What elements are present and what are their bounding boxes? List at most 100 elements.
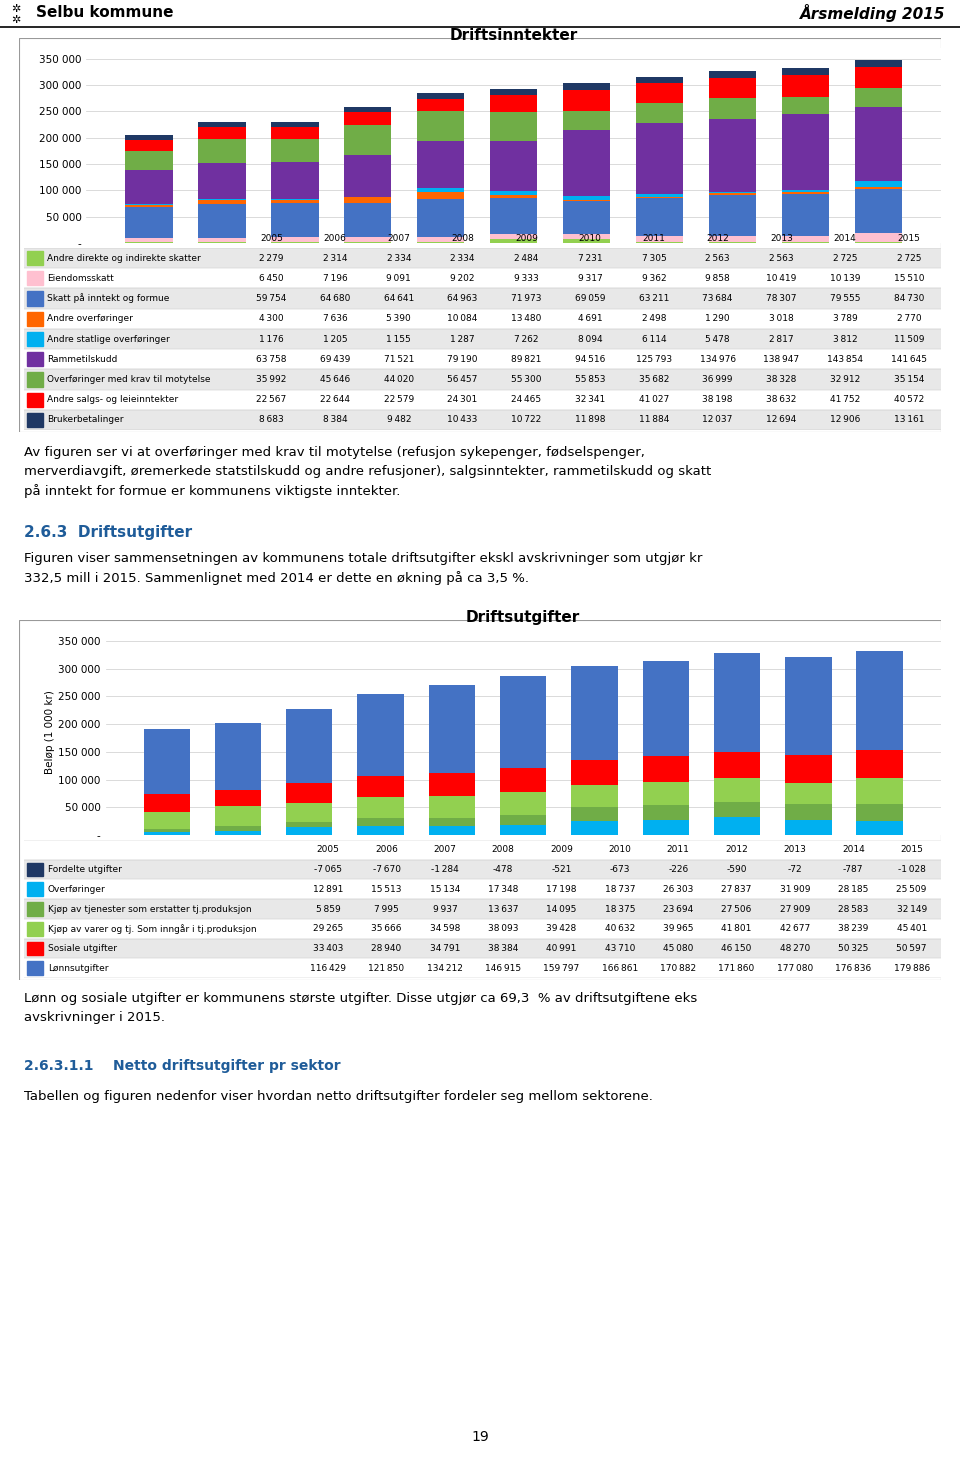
Bar [854, 88, 902, 107]
Text: 125 793: 125 793 [636, 354, 672, 364]
Bar [286, 803, 332, 822]
Bar [490, 192, 538, 196]
Text: 15 134: 15 134 [430, 885, 460, 894]
Text: Overføringer: Overføringer [48, 885, 106, 894]
Text: 6 450: 6 450 [259, 274, 283, 282]
Bar [215, 831, 261, 840]
Text: 2 770: 2 770 [897, 315, 922, 323]
Text: 17 348: 17 348 [488, 885, 518, 894]
Bar [785, 819, 831, 835]
Bar [856, 821, 902, 835]
Bar [27, 961, 43, 974]
Bar [781, 236, 829, 241]
Text: 10 139: 10 139 [829, 274, 860, 282]
Bar [500, 676, 546, 768]
Bar [500, 815, 546, 825]
Text: 2012: 2012 [725, 846, 748, 854]
Text: 35 666: 35 666 [372, 925, 402, 933]
Bar [357, 695, 404, 775]
Text: 41 801: 41 801 [721, 925, 752, 933]
Text: 2009: 2009 [515, 234, 538, 243]
Bar [24, 958, 941, 977]
Text: 9 091: 9 091 [387, 274, 411, 282]
Text: 50 597: 50 597 [897, 944, 926, 952]
Text: 28 185: 28 185 [838, 885, 869, 894]
Text: 9 858: 9 858 [706, 274, 730, 282]
Text: 44 020: 44 020 [384, 375, 414, 383]
Text: 2006: 2006 [375, 846, 398, 854]
Text: 84 730: 84 730 [894, 294, 924, 303]
Bar [429, 818, 475, 825]
Bar [642, 819, 689, 835]
Text: 2014: 2014 [842, 846, 865, 854]
Bar [636, 198, 684, 237]
Bar [144, 828, 190, 832]
Text: 143 854: 143 854 [828, 354, 863, 364]
Bar [357, 775, 404, 797]
Bar [500, 825, 546, 835]
Text: 2014: 2014 [834, 234, 856, 243]
Text: 8 094: 8 094 [578, 335, 603, 344]
Text: 166 861: 166 861 [602, 964, 638, 973]
Bar [344, 126, 392, 155]
Bar [27, 332, 43, 347]
Bar [429, 685, 475, 774]
Bar [417, 187, 465, 192]
Bar [144, 835, 190, 838]
Text: 78 307: 78 307 [766, 294, 797, 303]
Bar [215, 723, 261, 790]
Text: 134 976: 134 976 [700, 354, 735, 364]
Text: 171 860: 171 860 [718, 964, 755, 973]
Bar [215, 835, 261, 840]
Bar [24, 410, 941, 430]
Bar [27, 922, 43, 936]
Text: 2 725: 2 725 [897, 253, 922, 263]
Text: 2013: 2013 [770, 234, 793, 243]
Bar [571, 666, 617, 761]
Bar [198, 238, 246, 241]
Bar [417, 111, 465, 140]
Text: 40 632: 40 632 [605, 925, 636, 933]
Text: 10 433: 10 433 [447, 415, 478, 424]
Title: Driftsinntekter: Driftsinntekter [449, 28, 578, 42]
Bar [636, 237, 684, 241]
Text: 2007: 2007 [434, 846, 456, 854]
Text: Lønnsutgifter: Lønnsutgifter [48, 964, 108, 973]
Text: 38 384: 38 384 [488, 944, 518, 952]
Text: 9 362: 9 362 [641, 274, 666, 282]
Text: Rammetilskudd: Rammetilskudd [47, 354, 117, 364]
Bar [708, 119, 756, 192]
Text: 5 390: 5 390 [387, 315, 411, 323]
Bar [490, 89, 538, 95]
Text: 2006: 2006 [324, 234, 347, 243]
Bar [125, 205, 173, 206]
Text: 1 287: 1 287 [450, 335, 475, 344]
Text: 38 632: 38 632 [766, 395, 797, 404]
Bar [357, 797, 404, 818]
Text: 64 963: 64 963 [447, 294, 478, 303]
Bar [271, 121, 319, 127]
Text: 5 859: 5 859 [316, 904, 341, 913]
Text: Tabellen og figuren nedenfor viser hvordan netto driftsutgifter fordeler seg mel: Tabellen og figuren nedenfor viser hvord… [24, 1090, 653, 1103]
Text: 7 636: 7 636 [323, 315, 348, 323]
Bar [854, 189, 902, 234]
Bar [708, 195, 756, 236]
Bar [490, 198, 538, 234]
Text: 43 710: 43 710 [605, 944, 636, 952]
Text: 179 886: 179 886 [894, 964, 929, 973]
Text: 7 305: 7 305 [641, 253, 666, 263]
Text: 32 341: 32 341 [575, 395, 605, 404]
Text: Figuren viser sammensetningen av kommunens totale driftsutgifter ekskl avskrivni: Figuren viser sammensetningen av kommune… [24, 552, 703, 585]
Bar [642, 781, 689, 805]
Text: 2 484: 2 484 [515, 253, 539, 263]
Bar [781, 75, 829, 97]
Bar [490, 142, 538, 192]
Bar [271, 127, 319, 139]
Text: -72: -72 [787, 865, 803, 873]
Bar [125, 139, 173, 152]
Bar [781, 69, 829, 75]
Text: 27 506: 27 506 [721, 904, 752, 913]
Text: Overføringer med krav til motytelse: Overføringer med krav til motytelse [47, 375, 210, 383]
Text: 3 789: 3 789 [832, 315, 857, 323]
Text: -1 284: -1 284 [431, 865, 459, 873]
